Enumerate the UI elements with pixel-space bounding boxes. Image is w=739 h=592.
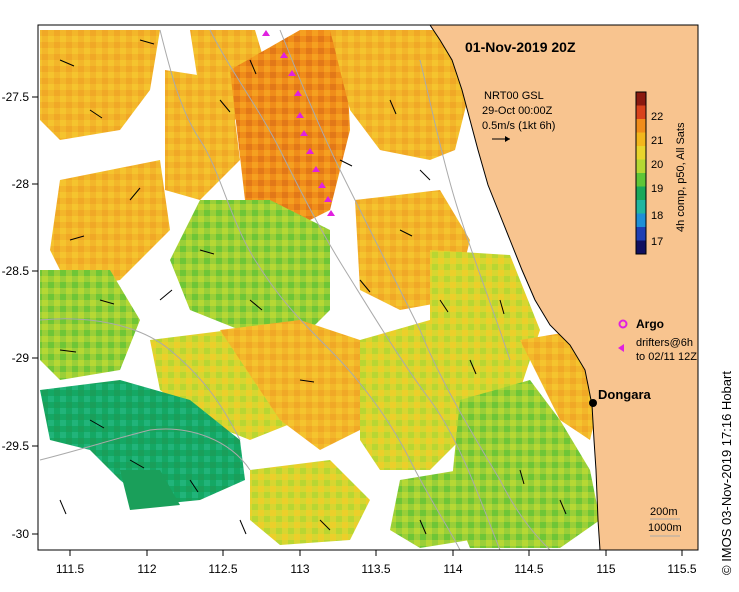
lon-tick-label: 112.5 — [208, 562, 237, 576]
colorbar: 22 21 20 19 18 17 4h comp, p50, All Sats — [635, 91, 687, 255]
legend: Argo drifters@6h to 02/11 12Z — [618, 317, 697, 363]
colorbar-gradient — [636, 92, 646, 255]
vector-key-line3: 0.5m/s (1kt 6h) — [482, 120, 555, 132]
lon-tick-labels: 111.5 112 112.5 113 113.5 114 114.5 115 … — [56, 562, 697, 576]
legend-argo-label: Argo — [636, 317, 664, 331]
place-marker-icon — [589, 399, 597, 407]
lat-tick-label: -30 — [12, 527, 30, 541]
colorbar-tick: 19 — [651, 183, 663, 195]
sst-field — [40, 30, 600, 548]
colorbar-frame — [635, 91, 647, 255]
vector-key-line2: 29-Oct 00:00Z — [482, 105, 553, 117]
drifter-track — [262, 30, 335, 216]
colorbar-cell — [636, 227, 646, 241]
lon-tick-label: 113.5 — [361, 562, 390, 576]
colorbar-cell — [636, 92, 646, 106]
colorbar-tick: 21 — [651, 135, 663, 147]
place-label: Dongara — [598, 387, 652, 402]
lat-tick-label: -29 — [12, 351, 30, 365]
argo-marker-icon — [618, 319, 628, 329]
lon-tick-label: 111.5 — [56, 562, 85, 576]
colorbar-cell — [636, 146, 646, 160]
colorbar-label: 4h comp, p50, All Sats — [675, 122, 687, 232]
colorbar-cell — [636, 186, 646, 201]
colorbar-tick: 18 — [651, 210, 663, 222]
colorbar-tick: 20 — [651, 159, 663, 171]
colorbar-cell — [636, 132, 646, 147]
lon-tick-label: 114 — [443, 562, 462, 576]
colorbar-tick: 22 — [651, 111, 663, 123]
lon-tick-label: 112 — [137, 562, 156, 576]
lon-tick-label: 114.5 — [514, 562, 543, 576]
depth-legend-a: 200m — [650, 506, 678, 518]
depth-legend: 200m 1000m — [648, 506, 682, 537]
place-dongara: Dongara — [589, 387, 652, 407]
legend-drifter-line1: drifters@6h — [636, 337, 693, 349]
bathymetry-contours — [39, 29, 551, 550]
lat-tick-labels: -27.5 -28 -28.5 -29 -29.5 -30 — [2, 90, 30, 541]
plot-area — [38, 25, 698, 550]
lon-tick-label: 113 — [290, 562, 309, 576]
colorbar-cell — [636, 240, 646, 255]
colorbar-cell — [636, 200, 646, 214]
vector-key-line1: NRT00 GSL — [484, 90, 544, 102]
credit-text: © IMOS 03-Nov-2019 17:16 Hobart — [719, 371, 734, 575]
drifter-marker-icon — [618, 344, 624, 352]
current-vectors — [59, 39, 567, 535]
colorbar-cell — [636, 119, 646, 133]
lon-tick-label: 115 — [596, 562, 615, 576]
colorbar-tick: 17 — [651, 236, 663, 248]
colorbar-cell — [636, 173, 646, 187]
colorbar-cell — [636, 159, 646, 174]
colorbar-cell — [636, 213, 646, 228]
depth-legend-b: 1000m — [648, 522, 682, 534]
legend-drifter-line2: to 02/11 12Z — [636, 351, 697, 363]
land-mass — [429, 25, 698, 550]
lat-tick-label: -29.5 — [2, 439, 30, 453]
lon-tick-label: 115.5 — [667, 562, 696, 576]
vector-key-arrowhead — [505, 136, 510, 142]
colorbar-cell — [636, 105, 646, 120]
lon-axis — [69, 550, 683, 556]
lat-tick-label: -27.5 — [2, 90, 30, 104]
vector-key: NRT00 GSL 29-Oct 00:00Z 0.5m/s (1kt 6h) — [482, 90, 555, 142]
lat-tick-label: -28 — [12, 177, 30, 191]
map-title: 01-Nov-2019 20Z — [465, 39, 576, 55]
plot-frame — [37, 24, 699, 551]
lat-axis — [32, 96, 38, 535]
lat-tick-label: -28.5 — [2, 264, 30, 278]
